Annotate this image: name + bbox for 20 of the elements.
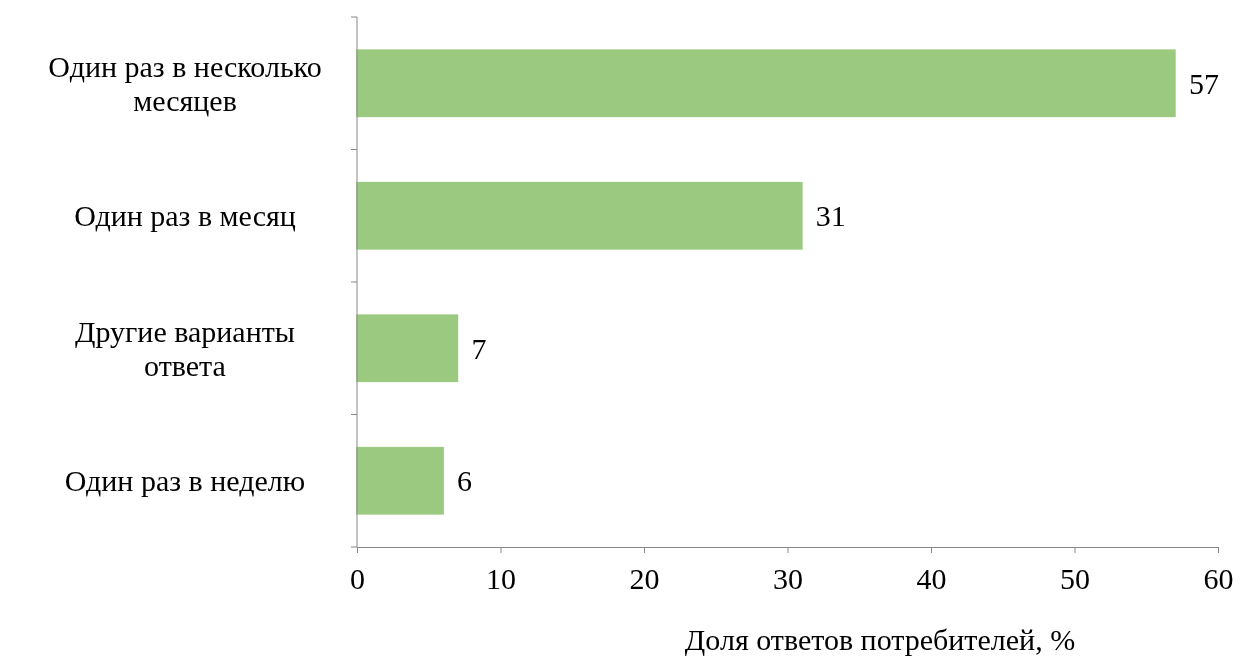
x-tick-label: 30 <box>773 562 803 595</box>
y-tick-label: Другие варианты ответа <box>74 314 296 382</box>
x-axis-title: Доля ответов потребителей, % <box>684 623 1076 656</box>
data-label: 6 <box>457 464 473 498</box>
data-label: 7 <box>471 331 487 365</box>
x-tick-label: 50 <box>1060 562 1090 595</box>
bar <box>356 446 444 515</box>
x-tick-label: 60 <box>1203 562 1234 595</box>
y-tick-label: Один раз в несколько месяцев <box>48 49 322 117</box>
x-tick-label: 10 <box>486 562 516 595</box>
y-tick-label: Один раз в неделю <box>64 464 306 498</box>
y-tick-label: Один раз в месяц <box>74 199 296 233</box>
bar <box>356 49 1176 118</box>
data-label: 31 <box>815 199 846 233</box>
x-tick-label: 0 <box>350 562 365 595</box>
data-label: 57 <box>1188 66 1219 100</box>
x-tick-label: 40 <box>916 562 947 595</box>
bar <box>356 314 459 383</box>
x-tick-label: 20 <box>629 562 660 595</box>
bar <box>356 181 803 250</box>
